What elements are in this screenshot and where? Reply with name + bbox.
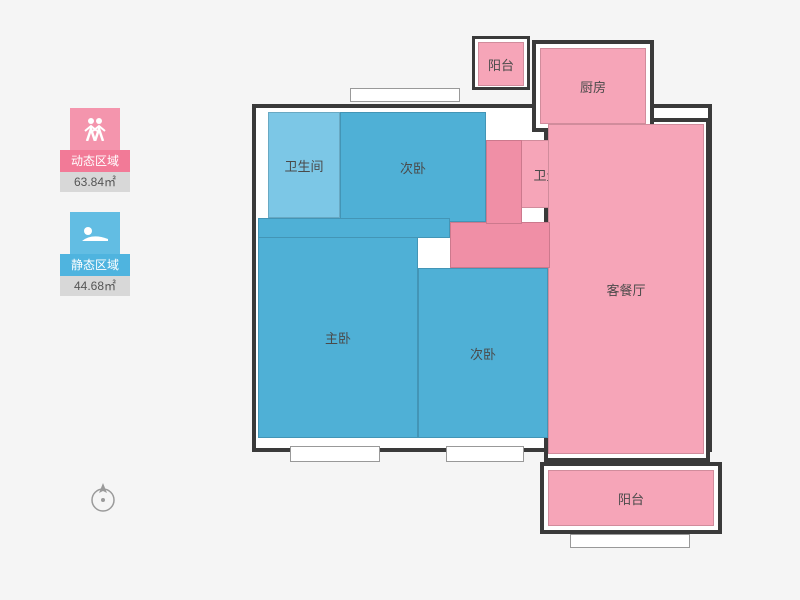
room-balcony-bottom: 阳台 xyxy=(548,470,714,526)
window-0 xyxy=(290,446,380,462)
room-label: 次卧 xyxy=(400,158,426,177)
room-hallway xyxy=(450,222,550,268)
room-kitchen: 厨房 xyxy=(540,48,646,124)
sleep-icon xyxy=(70,212,120,254)
legend-panel: 动态区域 63.84㎡ 静态区域 44.68㎡ xyxy=(60,108,130,316)
room-corridor xyxy=(258,218,450,238)
legend-static: 静态区域 44.68㎡ xyxy=(60,212,130,296)
window-1 xyxy=(446,446,524,462)
room-label: 阳台 xyxy=(618,489,644,508)
legend-static-label: 静态区域 xyxy=(60,254,130,276)
legend-static-value: 44.68㎡ xyxy=(60,276,130,296)
room-bath1: 卫生间 xyxy=(268,112,340,218)
room-label: 次卧 xyxy=(470,344,496,363)
window-2 xyxy=(350,88,460,102)
room-label: 卫生间 xyxy=(284,156,323,175)
room-label: 厨房 xyxy=(580,77,606,96)
window-3 xyxy=(570,534,690,548)
room-balcony-top: 阳台 xyxy=(478,42,524,86)
room-label: 阳台 xyxy=(488,55,514,74)
floorplan: 阳台厨房卫生间客餐厅阳台卫生间次卧主卧次卧 xyxy=(250,18,760,578)
room-bedroom2b: 次卧 xyxy=(418,268,548,438)
legend-dynamic-value: 63.84㎡ xyxy=(60,172,130,192)
room-bedroom2a: 次卧 xyxy=(340,112,486,222)
legend-dynamic-label: 动态区域 xyxy=(60,150,130,172)
room-label: 主卧 xyxy=(325,328,351,347)
compass-icon xyxy=(86,480,120,519)
people-icon xyxy=(70,108,120,150)
room-label: 客餐厅 xyxy=(606,280,645,299)
legend-dynamic: 动态区域 63.84㎡ xyxy=(60,108,130,192)
room-living: 客餐厅 xyxy=(548,124,704,454)
room-hallway2 xyxy=(486,140,522,224)
room-master: 主卧 xyxy=(258,236,418,438)
